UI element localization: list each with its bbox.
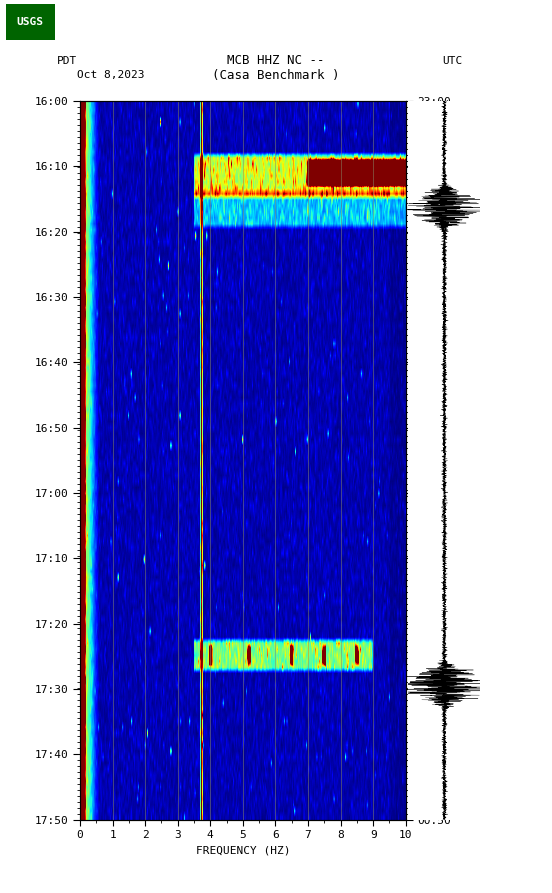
Text: UTC: UTC xyxy=(443,55,463,66)
Text: Oct 8,2023: Oct 8,2023 xyxy=(77,70,144,80)
Text: PDT: PDT xyxy=(57,55,77,66)
X-axis label: FREQUENCY (HZ): FREQUENCY (HZ) xyxy=(195,846,290,855)
Text: USGS: USGS xyxy=(17,17,44,28)
Text: MCB HHZ NC --: MCB HHZ NC -- xyxy=(227,54,325,67)
Text: (Casa Benchmark ): (Casa Benchmark ) xyxy=(213,69,339,81)
